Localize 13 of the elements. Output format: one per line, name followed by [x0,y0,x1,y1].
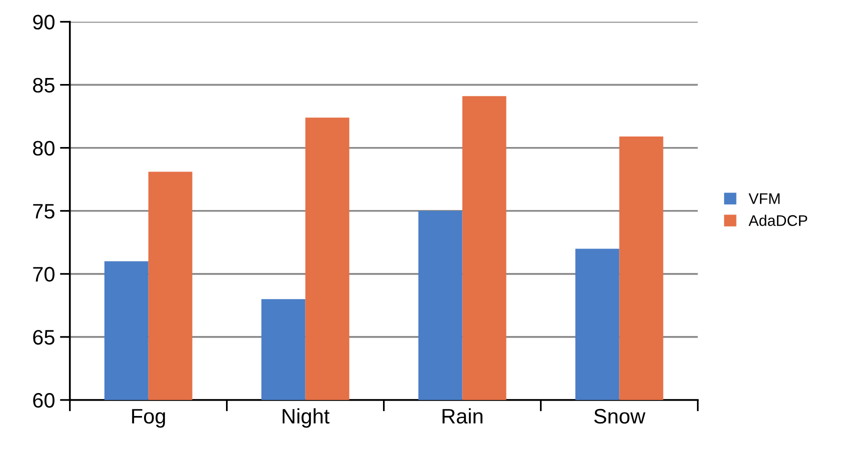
legend-label: AdaDCP [748,214,808,226]
y-tick-label: 80 [33,140,54,156]
x-tick-label: Snow [594,408,646,424]
x-tick-label: Rain [442,408,482,424]
y-tick-label: 65 [33,330,54,345]
legend-label: VFM [748,193,780,204]
x-tick-label: Night [282,408,330,428]
y-tick-label: 85 [33,78,54,93]
y-tick-label: 70 [33,266,54,282]
y-tick-label: 90 [33,14,54,30]
y-tick-label: 60 [33,392,54,408]
x-tick-label: Fog [132,409,165,428]
y-tick-label: 75 [33,204,54,219]
